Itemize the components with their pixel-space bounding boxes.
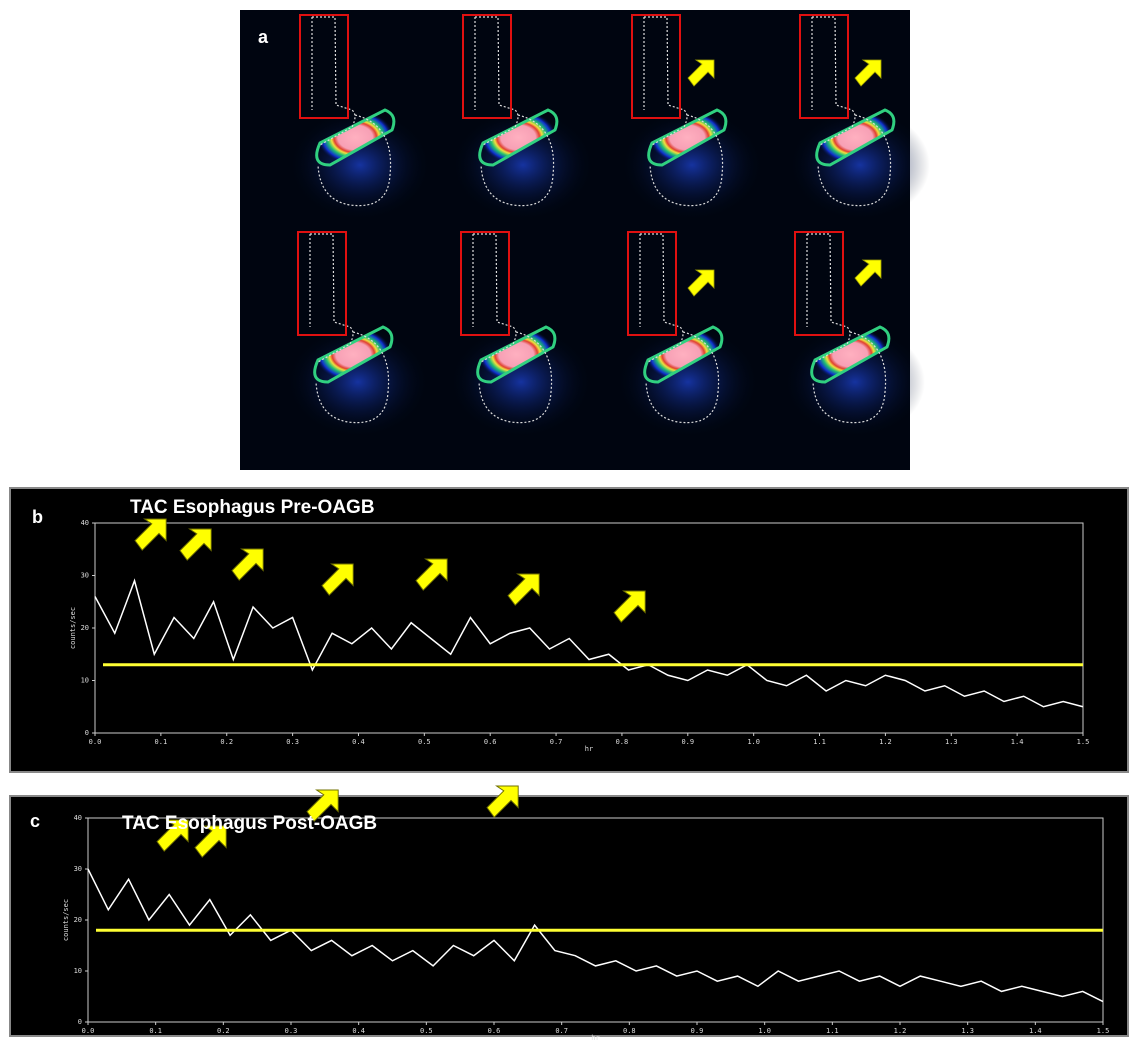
y-tick-label: 0 (85, 729, 89, 737)
figure: a 0.0 0.1 0.2 0.3 0.4 0.5 0.6 0.7 0.8 0.9 1.0 1.1 1.… (0, 0, 1132, 1042)
y-tick-label: 30 (81, 572, 89, 580)
x-tick-label: 0.3 (285, 1027, 298, 1035)
panel-label: c (30, 811, 40, 831)
y-tick-label: 0 (78, 1018, 82, 1026)
x-tick-label: 0.6 (484, 738, 497, 746)
x-tick-label: 0.9 (681, 738, 694, 746)
x-tick-label: 1.3 (961, 1027, 974, 1035)
y-tick-label: 30 (74, 865, 82, 873)
x-tick-label: 0.4 (352, 738, 365, 746)
x-tick-label: 1.1 (813, 738, 826, 746)
x-tick-label: 0.7 (550, 738, 563, 746)
x-tick-label: 0.0 (82, 1027, 95, 1035)
x-tick-label: 1.5 (1077, 738, 1090, 746)
x-tick-label: 1.0 (758, 1027, 771, 1035)
y-tick-label: 10 (81, 677, 89, 685)
x-tick-label: 0.1 (149, 1027, 162, 1035)
x-tick-label: 0.8 (623, 1027, 636, 1035)
y-tick-label: 10 (74, 967, 82, 975)
panel-label: a (258, 27, 269, 47)
x-tick-label: 0.1 (155, 738, 168, 746)
x-tick-label: 0.2 (220, 738, 233, 746)
x-tick-label: 1.2 (894, 1027, 907, 1035)
x-tick-label: 1.5 (1097, 1027, 1110, 1035)
chart-title: TAC Esophagus Pre-OAGB (130, 497, 375, 518)
y-axis-title: counts/sec (62, 899, 70, 941)
x-tick-label: 0.0 (89, 738, 102, 746)
x-tick-label: 0.7 (555, 1027, 568, 1035)
x-tick-label: 0.6 (488, 1027, 501, 1035)
x-tick-label: 1.1 (826, 1027, 839, 1035)
y-tick-label: 40 (74, 814, 82, 822)
x-tick-label: 0.5 (418, 738, 431, 746)
x-tick-label: 1.3 (945, 738, 958, 746)
y-tick-label: 20 (74, 916, 82, 924)
x-tick-label: 1.2 (879, 738, 892, 746)
x-tick-label: 1.0 (747, 738, 760, 746)
x-axis-title: hr (591, 1034, 599, 1042)
x-tick-label: 0.3 (286, 738, 299, 746)
x-tick-label: 0.5 (420, 1027, 433, 1035)
y-tick-label: 40 (81, 519, 89, 527)
chart-title: TAC Esophagus Post-OAGB (122, 813, 377, 834)
panel-label: b (32, 507, 43, 527)
x-tick-label: 0.2 (217, 1027, 230, 1035)
y-axis-title: counts/sec (69, 607, 77, 649)
x-tick-label: 0.4 (352, 1027, 365, 1035)
x-tick-label: 1.4 (1011, 738, 1024, 746)
x-tick-label: 1.4 (1029, 1027, 1042, 1035)
x-tick-label: 0.9 (691, 1027, 704, 1035)
x-axis-title: hr (585, 745, 593, 753)
x-tick-label: 0.8 (616, 738, 629, 746)
y-tick-label: 20 (81, 624, 89, 632)
chart-background (10, 488, 1128, 772)
